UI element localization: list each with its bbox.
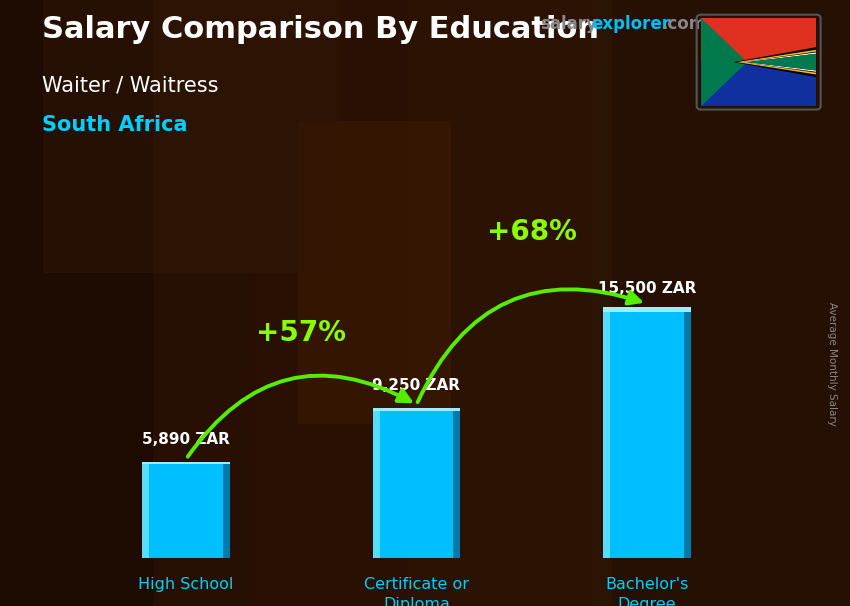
Bar [223, 462, 230, 558]
Text: salary: salary [540, 15, 597, 33]
Text: explorer: explorer [591, 15, 670, 33]
Bar [143, 462, 230, 464]
Text: Salary Comparison By Education: Salary Comparison By Education [42, 15, 599, 44]
Bar [701, 18, 816, 62]
Bar [42, 0, 340, 273]
Bar [683, 307, 690, 558]
Bar [143, 462, 150, 558]
Text: 15,500 ZAR: 15,500 ZAR [598, 281, 696, 296]
Bar [153, 0, 408, 606]
Bar [255, 0, 595, 606]
Text: 5,890 ZAR: 5,890 ZAR [142, 432, 230, 447]
Polygon shape [734, 47, 816, 77]
Text: .com: .com [661, 15, 706, 33]
Bar [603, 307, 610, 558]
Bar [612, 0, 850, 606]
Bar [143, 462, 230, 558]
Bar [298, 121, 450, 424]
Bar [603, 307, 690, 558]
Bar [373, 408, 380, 558]
Polygon shape [743, 53, 816, 72]
Text: +68%: +68% [487, 218, 576, 247]
Text: +57%: +57% [257, 319, 346, 347]
Text: Waiter / Waitress: Waiter / Waitress [42, 76, 219, 96]
Bar [453, 408, 460, 558]
Bar [0, 0, 153, 606]
Bar [373, 408, 460, 558]
Bar [701, 62, 816, 106]
Polygon shape [737, 50, 816, 75]
Text: 9,250 ZAR: 9,250 ZAR [372, 378, 461, 393]
Polygon shape [746, 54, 816, 70]
Text: Average Monthly Salary: Average Monthly Salary [827, 302, 837, 425]
Polygon shape [701, 18, 747, 106]
Text: South Africa: South Africa [42, 115, 188, 135]
Bar [373, 408, 460, 411]
Bar [603, 307, 690, 311]
